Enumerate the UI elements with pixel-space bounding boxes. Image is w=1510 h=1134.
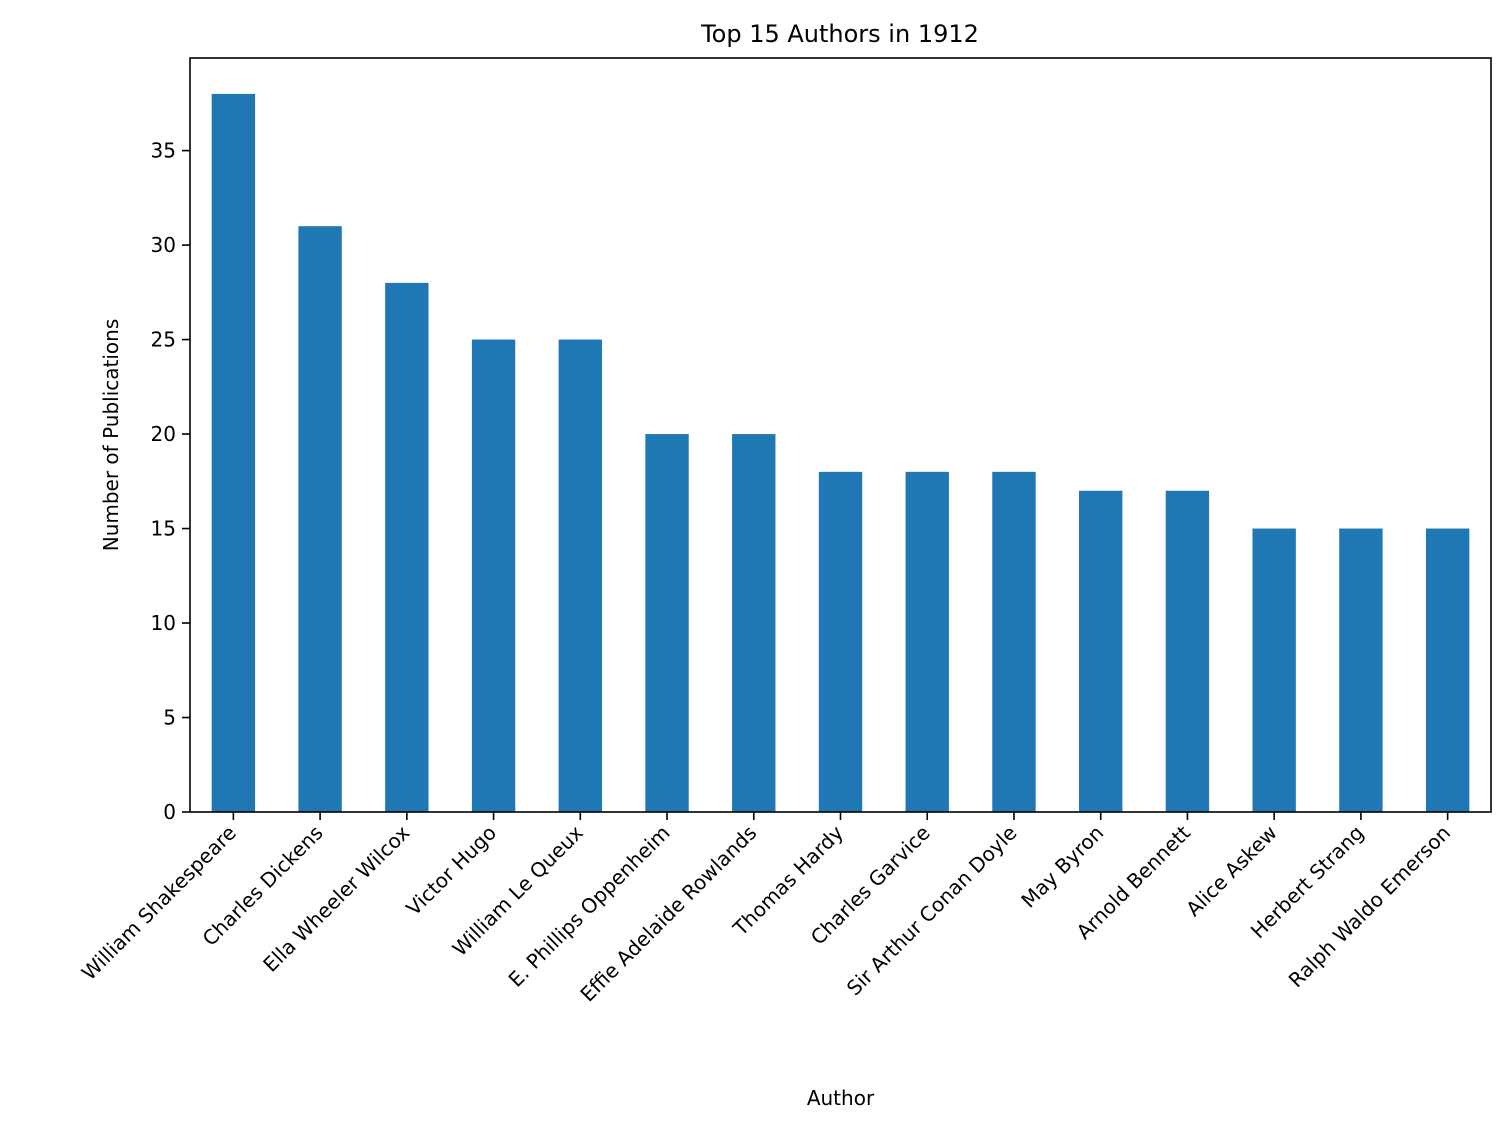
y-tick-label: 35 bbox=[151, 139, 176, 163]
bar-thomas-hardy bbox=[818, 471, 863, 812]
bar-william-le-queux bbox=[558, 339, 602, 812]
y-tick-label: 25 bbox=[151, 328, 176, 352]
y-tick-label: 5 bbox=[163, 706, 176, 730]
y-tick-label: 15 bbox=[151, 517, 176, 541]
bars-layer bbox=[211, 93, 1470, 812]
y-tick-label: 0 bbox=[163, 800, 176, 824]
bar-charles-garvice bbox=[905, 471, 949, 812]
y-axis: 0 5 10 15 20 25 30 35 bbox=[151, 139, 190, 824]
plot-frame bbox=[189, 57, 1492, 813]
x-tick-label: Ella Wheeler Wilcox bbox=[258, 820, 414, 976]
chart-title: Top 15 Authors in 1912 bbox=[700, 20, 979, 48]
bar-alice-askew bbox=[1252, 528, 1296, 812]
bar-ralph-waldo-emerson bbox=[1425, 528, 1470, 812]
x-tick-label: Effie Adelaide Rowlands bbox=[575, 821, 761, 1007]
bar-victor-hugo bbox=[471, 339, 516, 812]
y-tick-label: 30 bbox=[151, 233, 176, 257]
bar-effie-adelaide-rowlands bbox=[732, 434, 776, 812]
x-tick-label: Sir Arthur Conan Doyle bbox=[842, 821, 1022, 1001]
bar-may-byron bbox=[1079, 490, 1123, 812]
x-axis-title: Author bbox=[807, 1086, 875, 1110]
bar-william-shakespeare bbox=[211, 93, 256, 812]
y-axis-title: Number of Publications bbox=[99, 319, 123, 552]
bar-herbert-strang bbox=[1339, 528, 1383, 812]
bar-e-phillips-oppenheim bbox=[645, 434, 689, 812]
x-tick-label: May Byron bbox=[1016, 821, 1108, 913]
y-tick-label: 20 bbox=[151, 422, 176, 446]
x-tick-label: Ralph Waldo Emerson bbox=[1284, 821, 1456, 993]
x-tick-label: E. Phillips Oppenheim bbox=[504, 821, 675, 992]
bar-sir-arthur-conan-doyle bbox=[992, 471, 1036, 812]
x-tick-label: William Shakespeare bbox=[77, 821, 241, 985]
bar-ella-wheeler-wilcox bbox=[385, 282, 429, 812]
bar-charles-dickens bbox=[298, 226, 342, 812]
bar-arnold-bennett bbox=[1165, 490, 1210, 812]
y-tick-label: 10 bbox=[151, 611, 176, 635]
